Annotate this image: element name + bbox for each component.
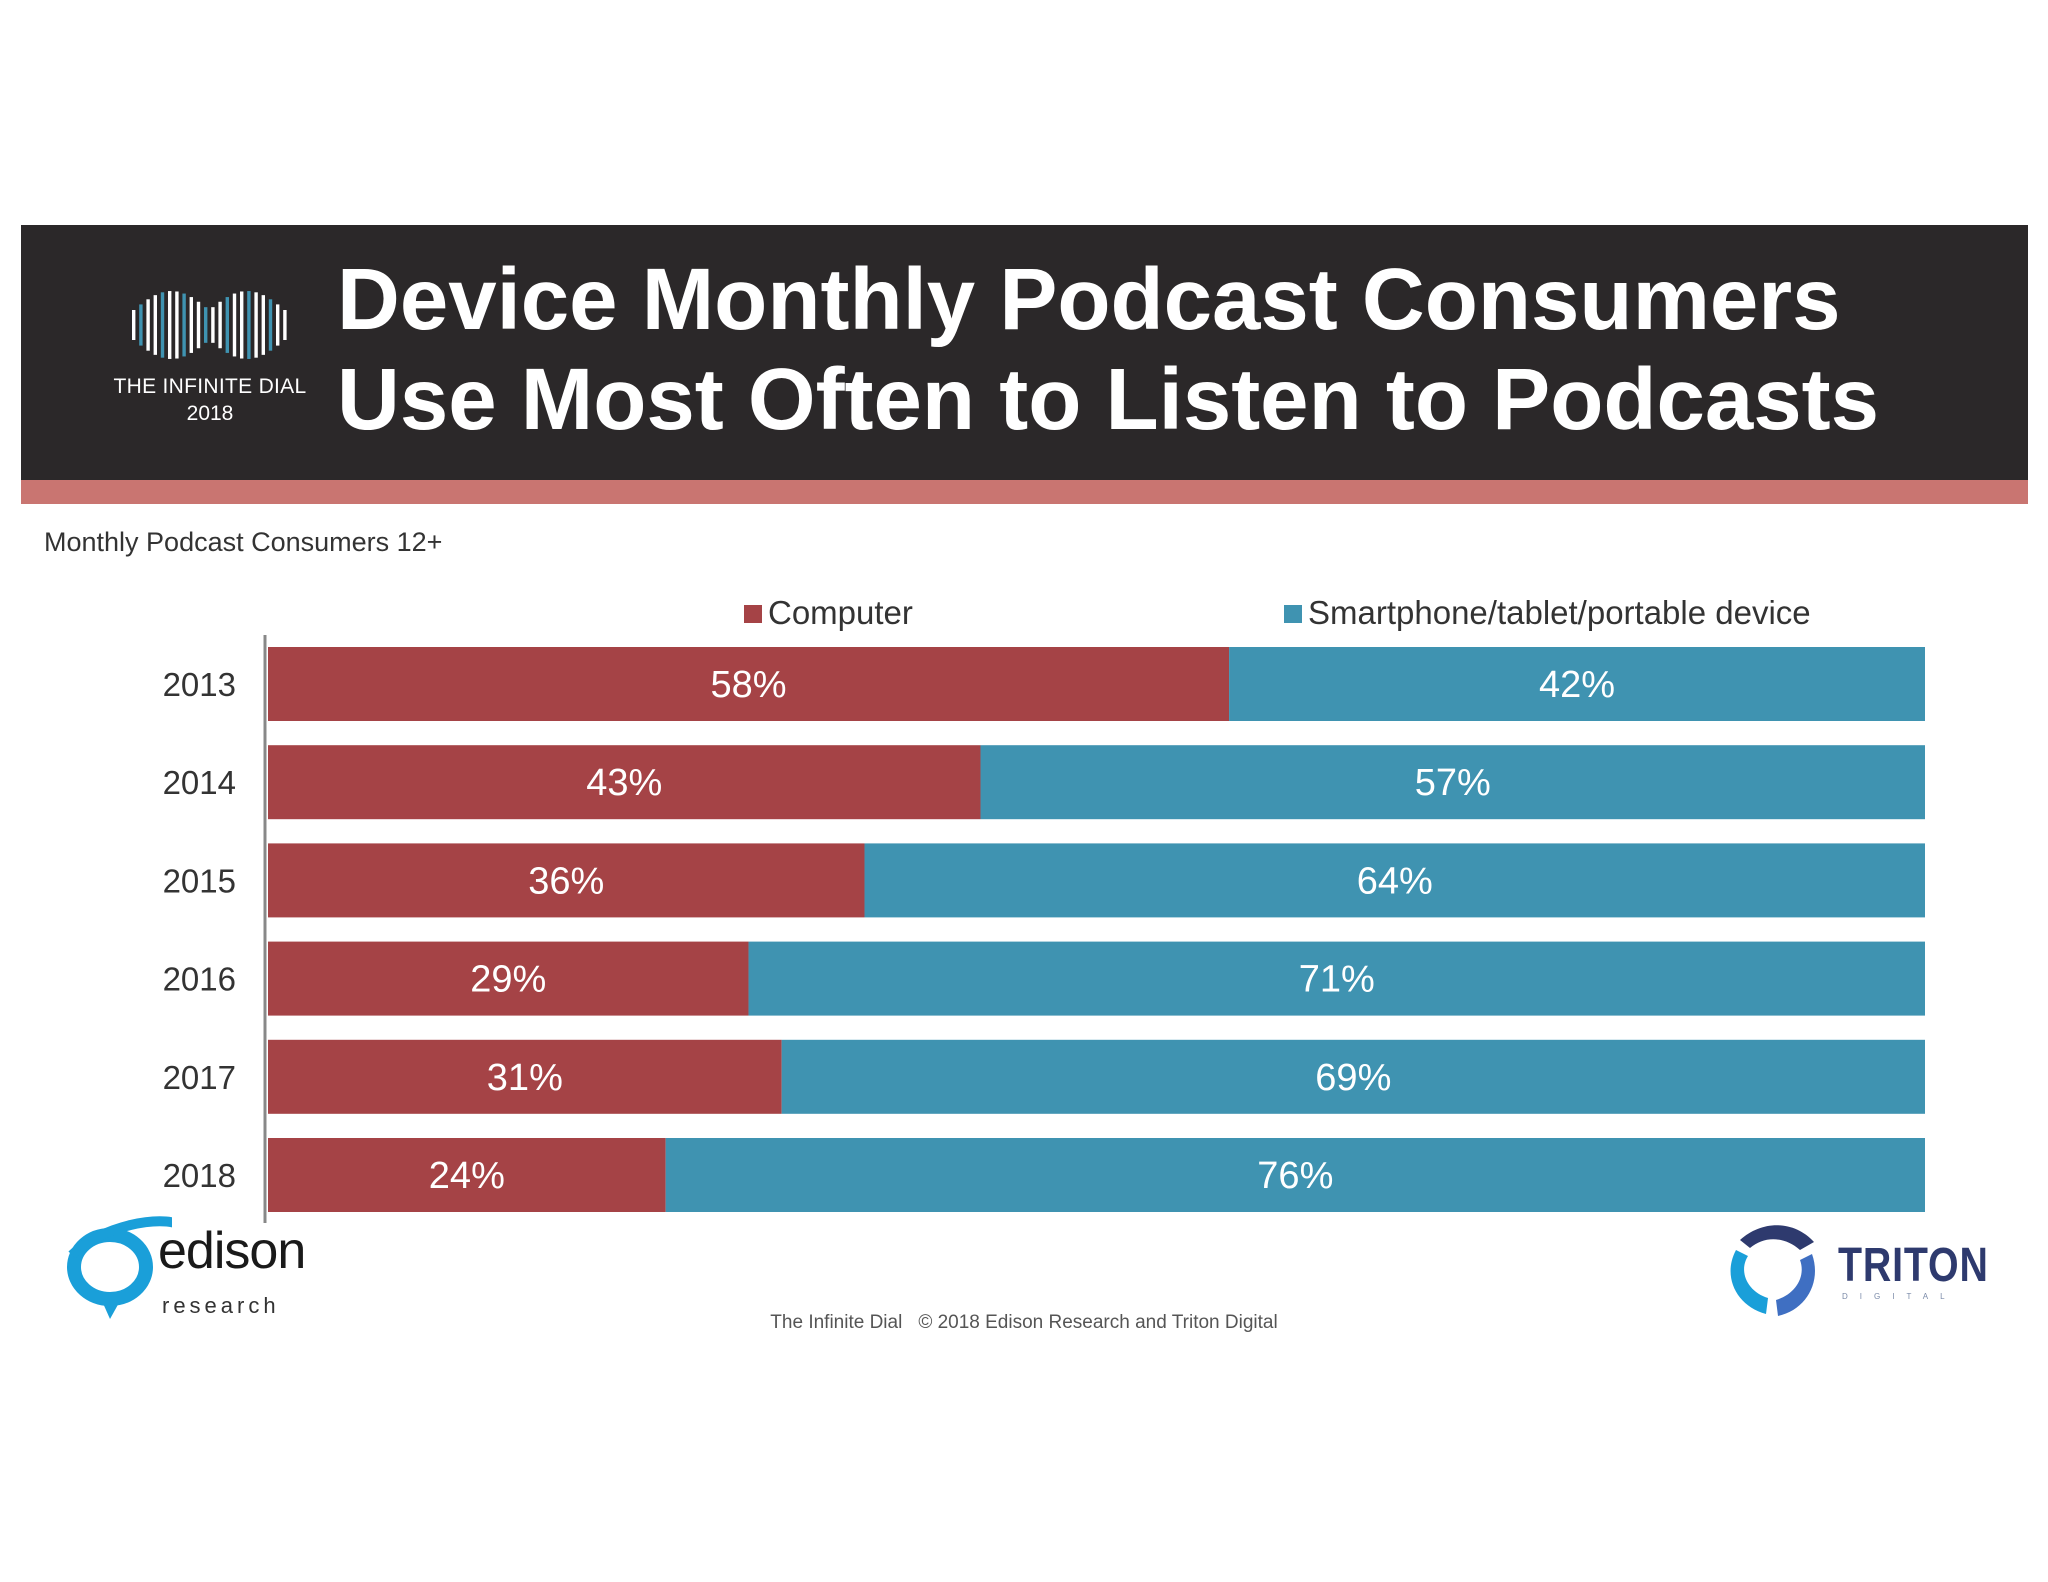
edison-swirl-icon <box>67 1216 172 1319</box>
footer-credit: The Infinite Dial © 2018 Edison Research … <box>0 1312 2048 1334</box>
data-label-smartphone-2017: 69% <box>1315 1057 1391 1099</box>
legend-label-computer: Computer <box>768 594 913 631</box>
data-label-computer-2017: 31% <box>487 1057 563 1099</box>
footer-right: © 2018 Edison Research and Triton Digita… <box>918 1312 1278 1333</box>
data-label-computer-2014: 43% <box>586 762 662 804</box>
bar-computer-2017 <box>268 1039 782 1114</box>
edison-research-logo: edison research <box>62 1215 322 1325</box>
bar-computer-2015 <box>268 843 865 918</box>
header-stripe <box>21 480 2028 504</box>
chart-subtitle: Monthly Podcast Consumers 12+ <box>44 527 443 557</box>
triton-logo-word: TRITON <box>1838 1239 1989 1292</box>
header-banner <box>21 225 2028 480</box>
bar-smartphone-2013 <box>1229 647 1925 721</box>
brand-line-1: THE INFINITE DIAL <box>113 375 307 398</box>
legend-item-computer: Computer <box>744 594 913 632</box>
infinite-dial-logo: THE INFINITE DIAL 2018 <box>110 272 310 432</box>
bar-smartphone-2015 <box>864 843 1925 918</box>
legend-item-smartphone: Smartphone/tablet/portable device <box>1284 594 1811 632</box>
data-label-computer-2015: 36% <box>528 860 604 902</box>
edison-logo-sub: research <box>162 1293 280 1318</box>
data-label-smartphone-2015: 64% <box>1357 860 1433 902</box>
bar-computer-2014 <box>268 745 981 820</box>
category-label-2014: 2014 <box>163 764 236 801</box>
edison-logo-word: edison <box>158 1222 306 1280</box>
bar-smartphone-2014 <box>980 745 1925 820</box>
category-label-2017: 2017 <box>163 1059 236 1096</box>
triton-digital-logo: TRITON DIGITAL <box>1722 1220 1988 1320</box>
page-title: Device Monthly Podcast Consumers Use Mos… <box>337 251 1879 448</box>
data-label-computer-2018: 24% <box>429 1155 505 1197</box>
category-label-2013: 2013 <box>163 666 236 703</box>
data-label-smartphone-2014: 57% <box>1415 762 1491 804</box>
legend-label-smartphone: Smartphone/tablet/portable device <box>1308 594 1811 631</box>
bar-smartphone-2017 <box>781 1039 1926 1114</box>
category-label-2016: 2016 <box>163 961 236 998</box>
triton-logo-sub: DIGITAL <box>1842 1292 1957 1301</box>
bar-computer-2016 <box>268 941 749 1016</box>
triton-swirl-icon <box>1730 1225 1815 1316</box>
data-label-smartphone-2013: 42% <box>1539 664 1615 706</box>
data-label-smartphone-2016: 71% <box>1299 959 1375 1001</box>
category-label-2018: 2018 <box>163 1157 236 1194</box>
bar-smartphone-2016 <box>748 941 1925 1016</box>
legend-swatch-smartphone <box>1284 605 1302 623</box>
data-label-computer-2016: 29% <box>470 959 546 1001</box>
infinite-dial-icon <box>132 291 287 359</box>
category-label-2015: 2015 <box>163 862 236 899</box>
legend-swatch-computer <box>744 605 762 623</box>
bar-smartphone-2018 <box>665 1138 1926 1212</box>
bar-computer-2013 <box>268 647 1230 721</box>
footer-left: The Infinite Dial <box>770 1312 903 1333</box>
data-label-smartphone-2018: 76% <box>1257 1155 1333 1197</box>
data-label-computer-2013: 58% <box>710 664 786 706</box>
brand-line-2: 2018 <box>186 402 234 425</box>
bar-computer-2018 <box>268 1138 666 1212</box>
